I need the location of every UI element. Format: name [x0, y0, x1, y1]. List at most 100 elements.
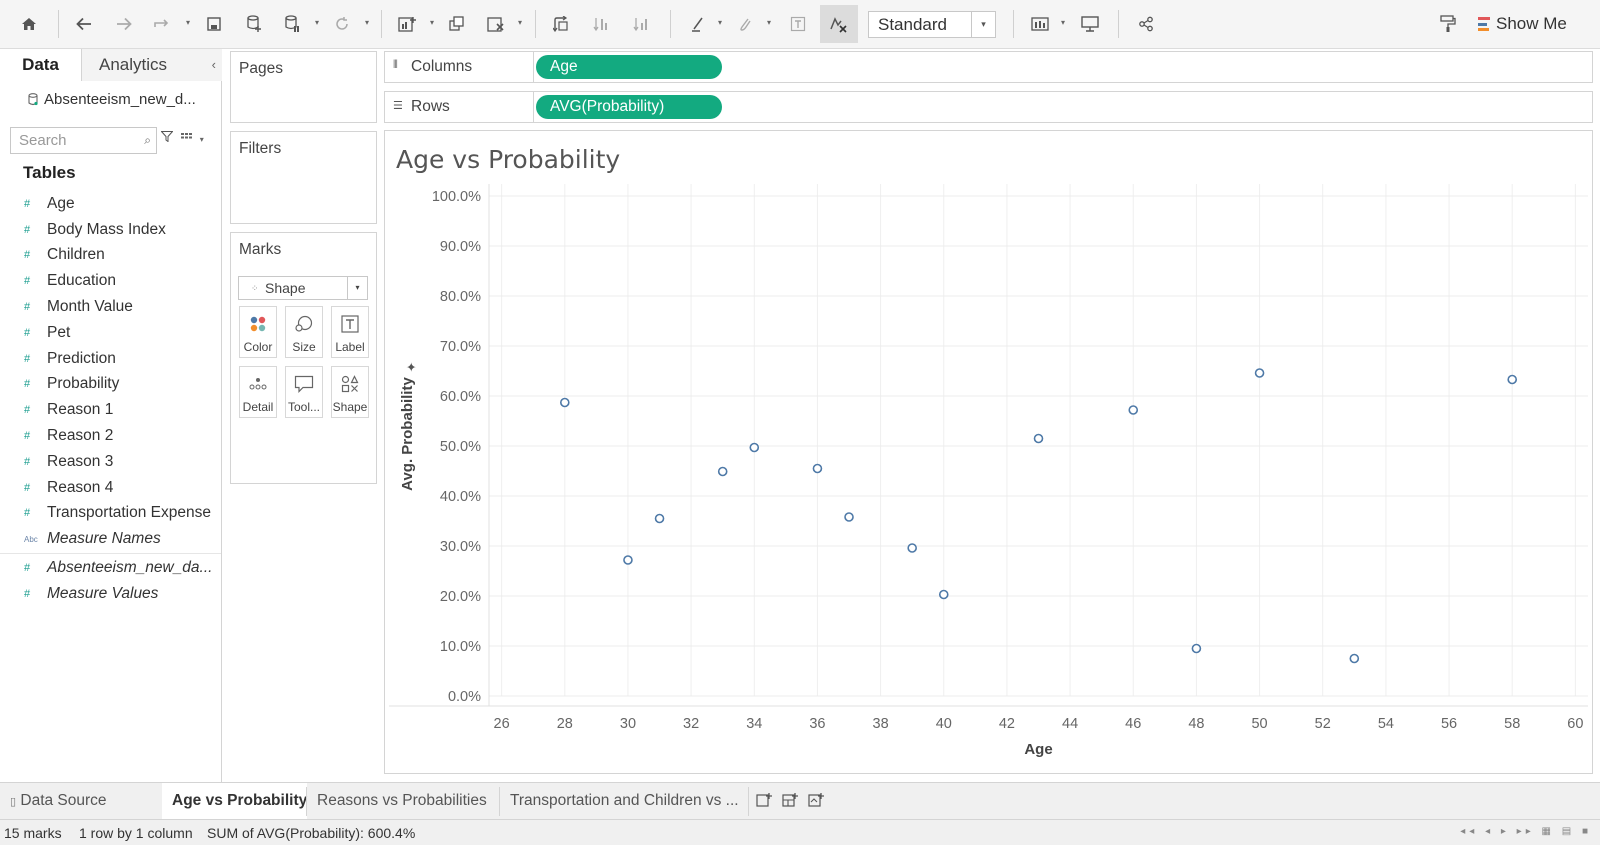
- field-item[interactable]: # Transportation Expense: [0, 501, 221, 527]
- undo-icon[interactable]: [72, 12, 96, 36]
- view-toggle-icon[interactable]: [181, 131, 196, 145]
- sort-ascending-icon[interactable]: [589, 12, 613, 36]
- share-icon[interactable]: [1134, 12, 1158, 36]
- replay-dropdown-icon[interactable]: ▾: [185, 18, 190, 27]
- scatter-chart[interactable]: 0.0% 10.0% 20.0% 30.0% 40.0% 50.0% 60.0% 70.0% 8…: [385, 131, 1592, 773]
- scatter-point[interactable]: [907, 543, 917, 553]
- new-dashboard-tab-icon[interactable]: [782, 793, 798, 810]
- view-dropdown-icon[interactable]: ▾: [199, 135, 204, 144]
- fit-value: Standard: [878, 15, 947, 34]
- x-tick-label: 58: [1504, 716, 1520, 732]
- pause-updates-icon[interactable]: [280, 12, 304, 36]
- field-item[interactable]: # Body Mass Index: [0, 217, 221, 243]
- scatter-point[interactable]: [938, 589, 949, 600]
- columns-shelf[interactable]: ⦀ Columns Age: [384, 51, 1593, 83]
- detail-button[interactable]: Detail: [239, 366, 277, 418]
- data-source-tab[interactable]: ▯ Data Source: [0, 783, 162, 820]
- label-button[interactable]: Label: [331, 306, 369, 358]
- redo-icon[interactable]: [112, 12, 136, 36]
- show-cards-icon[interactable]: [1028, 12, 1052, 36]
- viz-title[interactable]: Age vs Probability: [396, 145, 621, 174]
- group-dropdown-icon[interactable]: ▾: [766, 18, 771, 27]
- rows-shelf[interactable]: ☰ Rows AVG(Probability): [384, 91, 1593, 123]
- new-worksheet-dropdown-icon[interactable]: ▾: [429, 18, 434, 27]
- field-item[interactable]: # Pet: [0, 320, 221, 346]
- scatter-point[interactable]: [1033, 433, 1044, 444]
- field-item[interactable]: # Children: [0, 243, 221, 269]
- presentation-mode-icon[interactable]: [1078, 12, 1102, 36]
- duplicate-icon[interactable]: [445, 12, 469, 36]
- new-data-source-icon[interactable]: [242, 12, 266, 36]
- dimension-icon: Abc: [24, 534, 38, 544]
- scatter-point[interactable]: [749, 442, 760, 453]
- new-story-tab-icon[interactable]: [808, 793, 824, 810]
- field-item[interactable]: # Reason 2: [0, 423, 221, 449]
- size-button[interactable]: Size: [285, 306, 323, 358]
- field-item[interactable]: # Probability: [0, 372, 221, 398]
- format-painter-icon[interactable]: [1436, 12, 1460, 36]
- pages-card[interactable]: Pages: [230, 51, 377, 123]
- tab-reasons-vs-probabilities[interactable]: Reasons vs Probabilities: [307, 783, 500, 820]
- measure-icon: #: [24, 249, 31, 262]
- show-cards-dropdown-icon[interactable]: ▾: [1060, 18, 1065, 27]
- field-item[interactable]: # Reason 3: [0, 449, 221, 475]
- field-item[interactable]: Abc Measure Names: [0, 526, 221, 552]
- fit-dropdown[interactable]: Standard ▾: [868, 11, 996, 38]
- tooltip-button[interactable]: Tool...: [285, 366, 323, 418]
- marks-title: Marks: [239, 241, 282, 258]
- scatter-point[interactable]: [1349, 653, 1360, 664]
- field-item[interactable]: # Education: [0, 268, 221, 294]
- scatter-point[interactable]: [654, 513, 665, 524]
- field-item[interactable]: # Measure Values: [0, 581, 221, 607]
- field-item[interactable]: # Prediction: [0, 346, 221, 372]
- pause-dropdown-icon[interactable]: ▾: [314, 18, 319, 27]
- tab-data[interactable]: Data: [0, 49, 82, 81]
- scatter-point[interactable]: [623, 555, 633, 565]
- scatter-point[interactable]: [1191, 643, 1202, 654]
- clear-dropdown-icon[interactable]: ▾: [517, 18, 522, 27]
- tab-transportation-and-children[interactable]: Transportation and Children vs ...: [500, 783, 749, 820]
- field-item[interactable]: # Reason 1: [0, 397, 221, 423]
- sort-descending-icon[interactable]: [629, 12, 653, 36]
- field-item[interactable]: # Age: [0, 191, 221, 217]
- filter-icon[interactable]: [160, 131, 176, 145]
- filters-card[interactable]: Filters: [230, 131, 377, 224]
- scatter-point[interactable]: [1507, 374, 1518, 385]
- collapse-pane-icon[interactable]: ‹: [211, 57, 216, 72]
- clear-sheet-icon[interactable]: [484, 12, 508, 36]
- rows-pill[interactable]: AVG(Probability): [536, 95, 722, 119]
- field-item[interactable]: # Reason 4: [0, 475, 221, 501]
- replay-icon[interactable]: [150, 12, 174, 36]
- scatter-point[interactable]: [717, 466, 728, 477]
- refresh-dropdown-icon[interactable]: ▾: [364, 18, 369, 27]
- datasource-name[interactable]: Absenteeism_new_d...: [44, 91, 196, 108]
- sheet-nav-icons[interactable]: ◂◂ ◂ ▸ ▸▸ ▦ ▤ ■: [1460, 826, 1592, 837]
- columns-pill[interactable]: Age: [536, 55, 722, 79]
- tab-analytics[interactable]: Analytics ‹: [82, 49, 222, 81]
- scatter-point[interactable]: [559, 397, 570, 408]
- refresh-icon[interactable]: [330, 12, 354, 36]
- scatter-point[interactable]: [812, 463, 823, 474]
- show-me-button[interactable]: Show Me: [1478, 11, 1567, 37]
- scatter-point[interactable]: [1254, 368, 1265, 378]
- group-members-icon[interactable]: [733, 12, 757, 36]
- tab-age-vs-probability[interactable]: Age vs Probability: [162, 783, 307, 820]
- mark-type-dropdown[interactable]: ⁘ Shape ▾: [238, 276, 368, 300]
- scatter-point[interactable]: [844, 512, 854, 522]
- new-worksheet-tab-icon[interactable]: [756, 793, 772, 810]
- new-worksheet-icon[interactable]: [395, 12, 419, 36]
- highlight-dropdown-icon[interactable]: ▾: [717, 18, 722, 27]
- save-icon[interactable]: [202, 12, 226, 36]
- search-input[interactable]: Search ⌕: [10, 127, 157, 154]
- highlight-icon[interactable]: [686, 12, 710, 36]
- scatter-point[interactable]: [1128, 405, 1139, 415]
- field-item[interactable]: # Absenteeism_new_da...: [0, 555, 221, 581]
- show-mark-labels-icon[interactable]: [786, 12, 810, 36]
- field-item[interactable]: # Month Value: [0, 294, 221, 320]
- shape-button[interactable]: Shape: [331, 366, 369, 418]
- fix-axes-icon[interactable]: [827, 12, 851, 36]
- y-tick-label: 70.0%: [440, 339, 481, 355]
- color-button[interactable]: Color: [239, 306, 277, 358]
- swap-rows-columns-icon[interactable]: [549, 12, 573, 36]
- home-icon[interactable]: [17, 12, 41, 36]
